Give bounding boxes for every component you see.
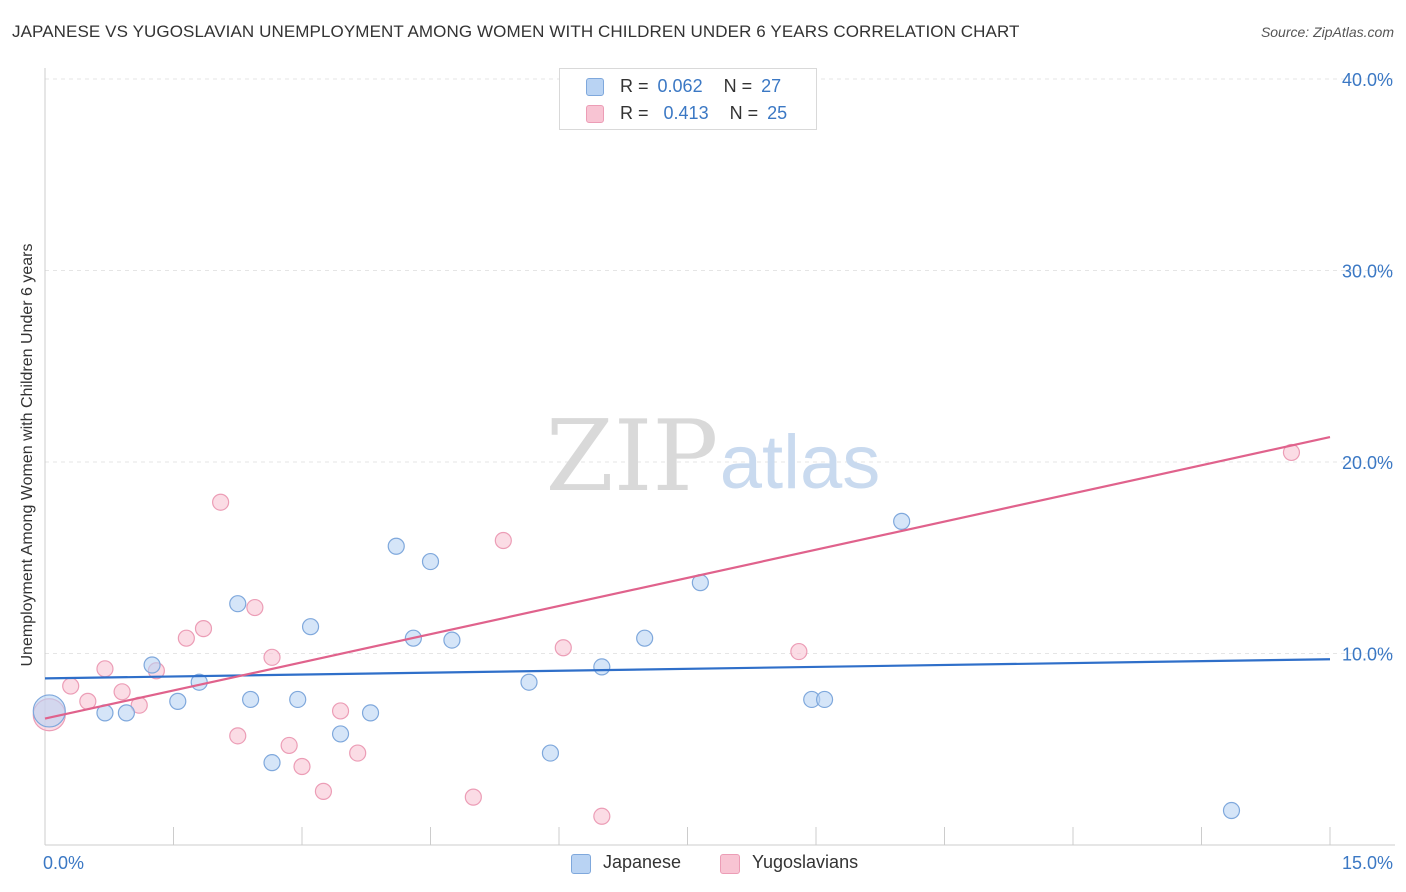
yugoslavian-point [593, 807, 611, 825]
japanese-point [541, 744, 560, 762]
watermark: ZIP atlas [546, 400, 881, 514]
tick-labels: 10.0% 20.0% 30.0% 40.0% 0.0% 15.0% [43, 70, 1393, 873]
japanese-point [117, 704, 135, 722]
japanese-point [143, 656, 161, 674]
legend-n-value: 25 [767, 103, 788, 123]
y-tick-label: 10.0% [1342, 645, 1393, 665]
yugoslavian-point [293, 757, 311, 776]
yugoslavian-point [229, 727, 247, 745]
japanese-point [636, 629, 654, 647]
y-tick-label: 40.0% [1342, 70, 1393, 90]
japanese-point [593, 658, 611, 676]
watermark-atlas: atlas [720, 420, 881, 505]
japanese-point [1222, 801, 1241, 820]
yugoslavian-trend-line [44, 436, 1331, 720]
yugoslavian-point [554, 639, 572, 657]
yugoslavian-point [96, 660, 114, 678]
legend-n-label: N = [723, 76, 753, 96]
japanese-point [361, 704, 380, 722]
yugoslavians-legend-label: Yugoslavians [752, 852, 859, 872]
y-tick-label: 20.0% [1342, 453, 1393, 473]
legend-r-value: 0.062 [657, 76, 703, 96]
japanese-legend-label: Japanese [603, 852, 682, 872]
yugoslavian-point [280, 736, 298, 755]
legend-n-label: N = [729, 103, 759, 123]
yugoslavian-point [263, 648, 281, 666]
japanese-point [520, 673, 538, 691]
x-tick-label: 0.0% [43, 853, 84, 873]
yugoslavian-point [464, 788, 482, 806]
legend-r-label: R = [620, 76, 649, 96]
japanese-point [387, 537, 405, 555]
yugoslavian-point [212, 493, 230, 511]
legend-r-label: R = [620, 103, 649, 123]
japanese-point [169, 692, 187, 710]
japanese-point [815, 690, 834, 709]
y-tick-label: 30.0% [1342, 262, 1393, 282]
yugoslavian-swatch [586, 105, 604, 123]
trend-lines [44, 436, 1331, 720]
yugoslavian-point [177, 629, 195, 647]
japanese-point [421, 552, 440, 571]
yugoslavian-point [62, 677, 80, 695]
yugoslavian-point [194, 620, 213, 638]
japanese-point [893, 512, 911, 530]
grid-lines [45, 78, 1395, 654]
japanese-point [289, 690, 307, 709]
chart-title: JAPANESE VS YUGOSLAVIAN UNEMPLOYMENT AMO… [12, 22, 1020, 41]
yugoslavian-point [790, 642, 808, 661]
legend-r-value: 0.413 [663, 103, 709, 123]
japanese-point [331, 725, 350, 743]
japanese-swatch [586, 78, 604, 96]
yugoslavian-point [246, 598, 264, 617]
stats-legend: R = 0.062 N = 27 R = 0.413 N = 25 [559, 68, 817, 130]
japanese-point [242, 690, 260, 709]
yugoslavian-point [314, 782, 333, 800]
x-tick-label: 15.0% [1342, 853, 1393, 873]
japanese-point [229, 595, 247, 613]
yugoslavian-point [349, 744, 367, 762]
legend-n-value: 27 [761, 76, 782, 96]
japanese-point [443, 631, 461, 649]
source-label: Source: ZipAtlas.com [1260, 24, 1394, 40]
japanese-point [263, 754, 281, 772]
watermark-zip: ZIP [546, 400, 719, 514]
yugoslavian-swatch [720, 854, 740, 874]
data-points [32, 443, 1301, 825]
axes [44, 68, 1395, 846]
yugoslavian-point [331, 702, 350, 720]
japanese-point [301, 618, 320, 636]
yugoslavian-point [494, 531, 512, 550]
japanese-swatch [571, 854, 591, 874]
japanese-point [32, 694, 66, 728]
yugoslavian-point [113, 683, 131, 701]
japanese-trend-line [44, 658, 1331, 680]
